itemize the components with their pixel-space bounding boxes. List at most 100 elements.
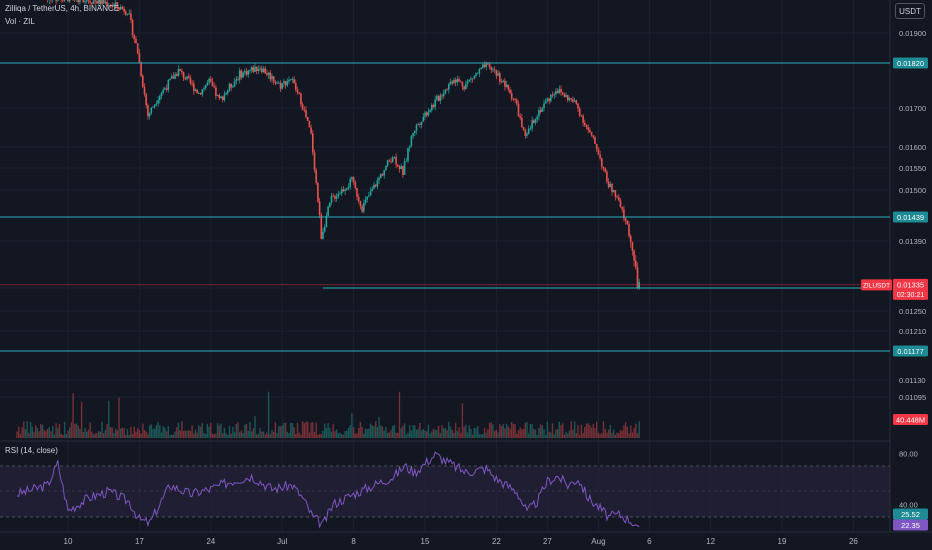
candle-body (215, 87, 217, 96)
candle-body (233, 81, 236, 87)
candle-body (108, 5, 110, 7)
candle-body (623, 209, 625, 219)
candle-body (264, 68, 266, 74)
candle-body (391, 157, 394, 162)
volume-bar (196, 432, 198, 438)
volume-bar (16, 431, 18, 438)
rsi-value-tag (893, 508, 928, 520)
volume-tag (893, 414, 928, 425)
volume-bar (358, 428, 360, 438)
candle-body (269, 72, 272, 80)
volume-bar (295, 433, 297, 438)
volume-bar (198, 425, 200, 438)
volume-bar (470, 429, 472, 438)
volume-bar (417, 428, 419, 438)
support-resistance-levels[interactable] (0, 62, 890, 352)
candle-body (546, 98, 549, 102)
volume-bar (271, 430, 273, 438)
symbol-title[interactable]: Zilliqa / TetherUS, 4h, BINANCE (5, 4, 120, 13)
volume-bar (533, 428, 535, 438)
volume-bar (259, 428, 261, 438)
candle-body (539, 110, 542, 112)
candle-body (308, 120, 311, 128)
candle-body (172, 76, 175, 79)
volume-bar (565, 432, 567, 438)
candle-body (99, 0, 102, 5)
volume-bar (482, 434, 484, 438)
volume-bar (155, 425, 158, 438)
volume-bar (346, 430, 348, 438)
volume-bar (250, 431, 253, 438)
volume-bar (57, 428, 59, 438)
candle-body (415, 124, 418, 131)
volume-bar (308, 432, 311, 438)
volume-bar (283, 422, 285, 438)
volume-bar (366, 429, 368, 438)
candle-body (300, 93, 302, 105)
price-tick-label: 0.01250 (899, 307, 926, 316)
volume-bar (152, 428, 154, 438)
volume-bar (257, 433, 260, 438)
candle-body (305, 110, 307, 118)
volume-bar (142, 423, 144, 438)
volume-bar (594, 427, 596, 438)
price-tick-label: 0.01390 (899, 237, 926, 246)
price-tick-label: 0.01500 (899, 186, 926, 195)
volume-bar (432, 428, 435, 438)
volume-bar (216, 423, 219, 438)
candle-body (318, 201, 321, 215)
candle-body (218, 95, 221, 99)
volume-bar (551, 423, 554, 438)
candle-body (529, 128, 532, 130)
volume-bar (361, 426, 363, 438)
candle-body (499, 73, 501, 82)
volume-bar (242, 433, 244, 438)
volume-bar (327, 423, 329, 438)
volume-bar (497, 432, 499, 438)
volume-bar (329, 427, 331, 438)
candle-body (133, 35, 136, 40)
candle-body (480, 68, 482, 70)
candle-body (131, 19, 134, 36)
candle-body (478, 69, 481, 74)
candle-body (135, 39, 137, 44)
candle-body (521, 118, 523, 128)
candle-body (616, 196, 618, 198)
candle-body (504, 80, 506, 87)
volume-bar (315, 422, 317, 438)
volume-bar (230, 433, 232, 438)
candle-body (293, 79, 295, 84)
currency-button[interactable]: USDT (895, 3, 925, 19)
volume-legend[interactable]: Vol · ZIL (5, 17, 35, 26)
volume-bar (220, 423, 222, 438)
candle-body (232, 86, 234, 88)
volume-bar (363, 433, 365, 438)
volume-bar (50, 431, 52, 438)
rsi-legend[interactable]: RSI (14, close) (5, 446, 58, 455)
candle-body (317, 182, 319, 202)
volume-bar (121, 427, 124, 438)
volume-bar (579, 434, 581, 438)
candle-body (330, 195, 333, 203)
time-tick-label: 10 (64, 537, 73, 546)
candle-body (286, 81, 289, 86)
rsi-band-fill (0, 466, 890, 517)
candle-body (419, 124, 421, 125)
candle-body (451, 81, 453, 84)
volume-bar (223, 427, 226, 438)
volume-bar (43, 429, 45, 438)
volume-bar (385, 426, 387, 438)
candle-body (238, 70, 241, 80)
volume-bar (483, 428, 486, 438)
candle-body (380, 174, 382, 178)
volume-bar (181, 421, 183, 438)
candle-body (526, 133, 528, 136)
volume-bar (179, 430, 181, 438)
volume-bar (577, 425, 579, 438)
volume-bar (322, 430, 324, 438)
volume-bar (114, 428, 117, 438)
volume-bar (412, 425, 414, 438)
candle-body (138, 53, 141, 63)
volume-bar (31, 426, 33, 438)
